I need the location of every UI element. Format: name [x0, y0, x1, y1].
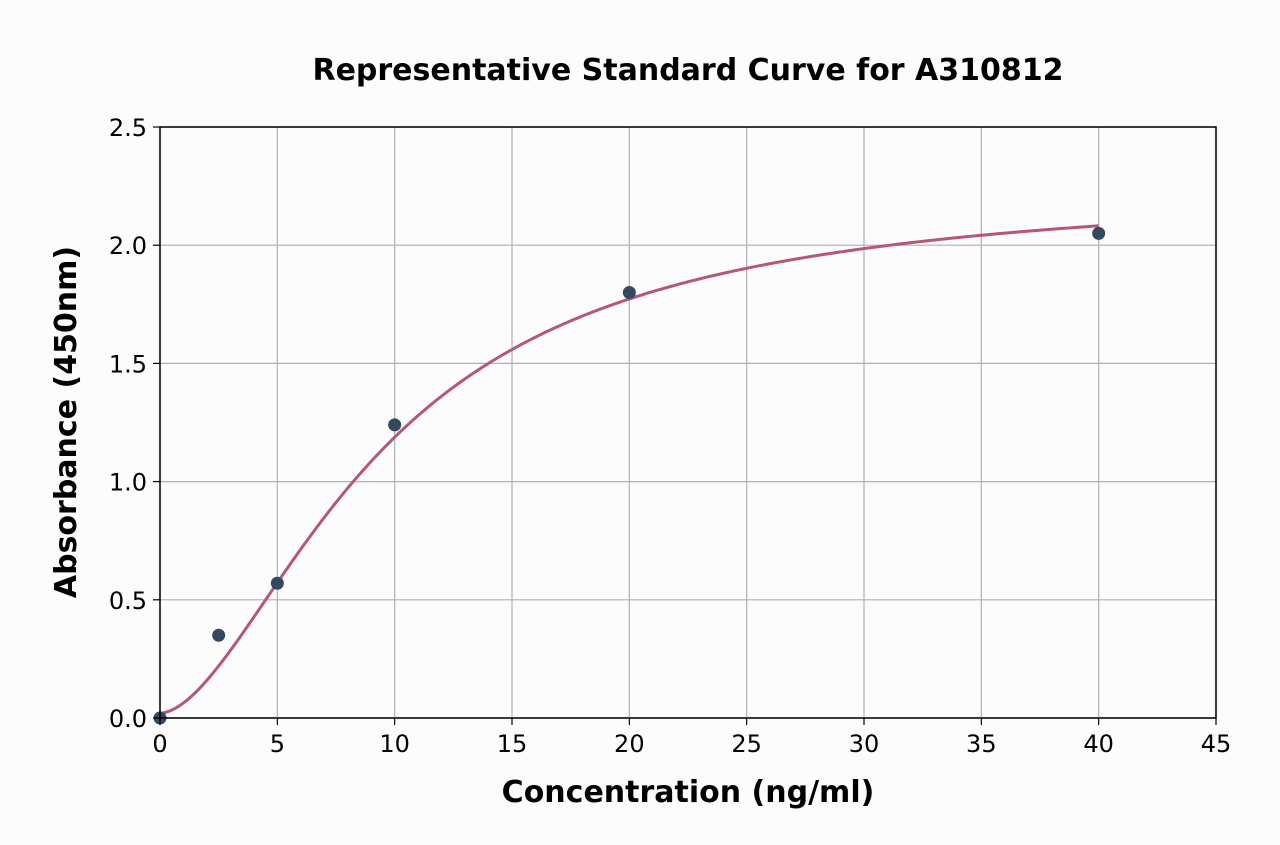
grid: [159, 126, 1217, 719]
y-tick-label: 1.0: [109, 469, 147, 497]
x-tick-label: 45: [1201, 730, 1232, 758]
y-axis-label: Absorbance (450nm): [49, 246, 84, 598]
y-tick-label: 0.5: [109, 587, 147, 615]
x-tick-label: 30: [849, 730, 880, 758]
x-tick-label: 5: [270, 730, 285, 758]
y-tick-label: 2.0: [109, 232, 147, 260]
chart-title: Representative Standard Curve for A31081…: [312, 53, 1063, 88]
x-tick-label: 35: [966, 730, 997, 758]
x-tick-label: 40: [1083, 730, 1114, 758]
data-points-layer: [153, 226, 1106, 725]
data-point: [622, 285, 636, 299]
x-tick-label: 0: [152, 730, 167, 758]
x-axis-label: Concentration (ng/ml): [502, 775, 875, 810]
data-point: [212, 628, 226, 642]
plot-frame: [159, 126, 1217, 719]
y-tick-label: 2.5: [109, 114, 147, 142]
x-tick-label: 10: [379, 730, 410, 758]
x-tick-label: 25: [731, 730, 762, 758]
x-tick-label: 20: [614, 730, 645, 758]
data-point: [1092, 226, 1106, 240]
y-tick-label: 0.0: [109, 705, 147, 733]
x-tick-label: 15: [497, 730, 528, 758]
data-point: [388, 418, 402, 432]
y-tick-label: 1.5: [109, 350, 147, 378]
data-point: [270, 576, 284, 590]
ticks: 0 5 10 15 20 25 30 35 40 45 0.0 0.5 1.0 1.5 2.0 2.5: [109, 114, 1231, 758]
